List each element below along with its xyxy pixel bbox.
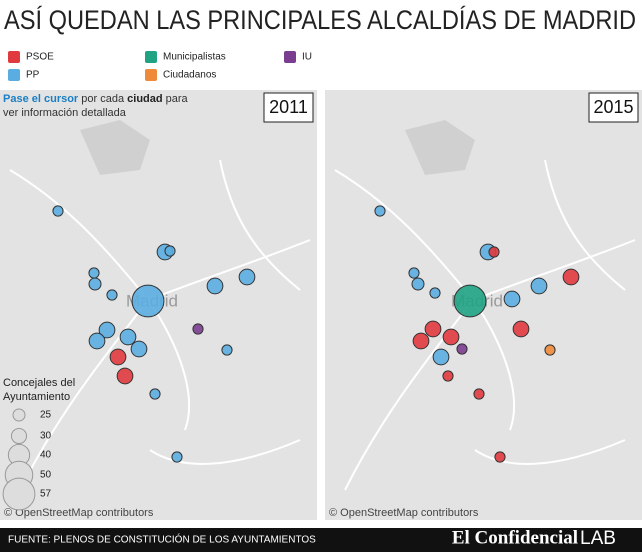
city-bubble[interactable] [221, 344, 233, 356]
city-bubble[interactable] [456, 343, 468, 355]
size-legend-circle [10, 427, 28, 445]
map-road [147, 239, 311, 301]
city-bubble[interactable] [442, 328, 460, 346]
city-bubble[interactable] [503, 290, 521, 308]
city-bubble[interactable] [424, 320, 442, 338]
city-bubble[interactable] [171, 451, 183, 463]
year-box [588, 92, 639, 123]
city-bubble[interactable] [88, 277, 102, 291]
city-bubble[interactable] [494, 451, 506, 463]
city-bubble[interactable] [131, 284, 165, 318]
city-bubble[interactable] [109, 348, 127, 366]
city-bubble[interactable] [106, 289, 118, 301]
map-panel: Madrid2011© OpenStreetMap contributors [0, 90, 317, 520]
city-bubble[interactable] [432, 348, 450, 366]
city-bubble[interactable] [429, 287, 441, 299]
legend-swatch [145, 51, 157, 63]
map-road [19, 299, 149, 491]
year-label: 2011 [269, 97, 308, 117]
legend-swatch [145, 69, 157, 81]
instruction: ver información detallada [3, 107, 127, 119]
title: ASÍ QUEDAN LAS PRINCIPALES ALCALDÍAS DE … [4, 5, 636, 35]
map-road [472, 239, 636, 301]
brand: El Confidencial [452, 527, 578, 548]
city-bubble[interactable] [512, 320, 530, 338]
city-bubble[interactable] [530, 277, 548, 295]
attribution: © OpenStreetMap contributors [4, 507, 154, 519]
size-legend-circle [2, 477, 36, 511]
legend-label: Municipalistas [163, 52, 226, 63]
city-bubble[interactable] [52, 205, 64, 217]
city-bubble[interactable] [130, 340, 148, 358]
legend-swatch [8, 69, 20, 81]
city-bubble[interactable] [164, 245, 176, 257]
city-bubble[interactable] [544, 344, 556, 356]
map-road [344, 299, 474, 491]
city-bubble[interactable] [442, 370, 454, 382]
city-bubble[interactable] [488, 246, 500, 258]
map-panel: Madrid2015© OpenStreetMap contributors [325, 90, 642, 520]
city-bubble[interactable] [473, 388, 485, 400]
city-bubble[interactable] [119, 328, 137, 346]
source: FUENTE: PLENOS DE CONSTITUCIÓN DE LOS AY… [8, 533, 316, 546]
legend-swatch [8, 51, 20, 63]
year-label: 2015 [593, 97, 633, 117]
city-bubble[interactable] [149, 388, 161, 400]
footer-bar [0, 528, 642, 552]
city-bubble[interactable] [206, 277, 224, 295]
instruction-part: Pase el cursor [3, 93, 79, 105]
legend-label: IU [302, 52, 312, 63]
map-road [149, 439, 301, 465]
size-legend-label: 40 [40, 450, 52, 461]
size-legend-circle [12, 408, 26, 422]
attribution: © OpenStreetMap contributors [329, 507, 479, 519]
legend-label: PP [26, 70, 40, 81]
size-legend-title: Concejales del [3, 377, 75, 389]
instruction-part: ciudad [127, 93, 162, 105]
city-bubble[interactable] [411, 277, 425, 291]
city-bubble[interactable] [562, 268, 580, 286]
map-road [474, 439, 626, 465]
city-bubble[interactable] [98, 321, 116, 339]
brand-suffix: LAB [580, 528, 616, 549]
size-legend-label: 30 [40, 431, 52, 442]
legend-label: PSOE [26, 52, 54, 63]
map-road [544, 159, 626, 291]
instruction-part: por cada [78, 93, 127, 105]
city-bubble[interactable] [408, 267, 420, 279]
city-bubble[interactable] [453, 284, 487, 318]
map-road [219, 159, 301, 291]
legend-swatch [284, 51, 296, 63]
map-urban [80, 120, 150, 175]
city-bubble[interactable] [412, 332, 430, 350]
year-box [263, 92, 314, 123]
city-bubble[interactable] [374, 205, 386, 217]
city-bubble[interactable] [238, 268, 256, 286]
city-bubble[interactable] [192, 323, 204, 335]
map-road [9, 169, 149, 301]
legend-label: Ciudadanos [163, 70, 216, 81]
instruction: Pase el cursor por cada ciudad para [3, 93, 189, 105]
size-legend-title: Ayuntamiento [3, 391, 70, 403]
size-legend-label: 57 [40, 489, 52, 500]
city-bubble[interactable] [88, 332, 106, 350]
size-legend-label: 25 [40, 410, 52, 421]
map-urban [405, 120, 475, 175]
size-legend-label: 50 [40, 470, 52, 481]
city-bubble[interactable] [116, 367, 134, 385]
instruction-part: para [163, 93, 189, 105]
city-bubble[interactable] [88, 267, 100, 279]
map-road [334, 169, 474, 301]
